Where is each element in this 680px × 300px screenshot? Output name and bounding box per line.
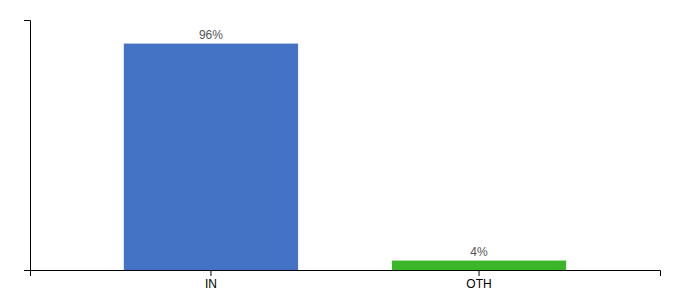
y-axis <box>24 21 31 271</box>
data-label: 96% <box>199 28 223 42</box>
bars <box>124 44 566 270</box>
x-axis-line <box>31 271 661 277</box>
x-tick: OTH <box>466 270 491 291</box>
chart-container: IN OTH 96% 4% <box>0 0 680 300</box>
x-tick-label: IN <box>205 277 217 291</box>
x-axis: IN OTH <box>31 270 661 291</box>
chart-svg: IN OTH 96% 4% <box>0 0 680 300</box>
y-axis-line <box>24 21 31 271</box>
x-tick-mark <box>210 270 211 276</box>
x-tick-mark <box>479 270 480 276</box>
bar <box>392 261 566 270</box>
data-labels: 96% 4% <box>199 28 488 259</box>
x-tick: IN <box>205 270 217 291</box>
bar <box>124 44 298 270</box>
data-label: 4% <box>470 245 488 259</box>
plot-area: IN OTH 96% 4% <box>24 21 661 291</box>
x-tick-label: OTH <box>466 277 491 291</box>
